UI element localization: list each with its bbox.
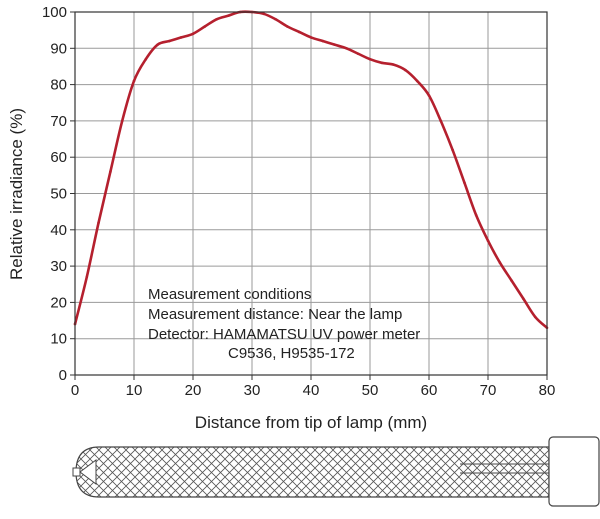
irradiance-data-point xyxy=(286,25,289,28)
irradiance-data-point xyxy=(274,17,277,21)
chart-grid xyxy=(74,11,548,376)
series-layer xyxy=(73,10,549,330)
y-tick-label: 80 xyxy=(50,77,67,94)
lamp-illustration xyxy=(72,436,600,507)
irradiance-data-point xyxy=(380,61,384,65)
irradiance-data-point xyxy=(345,47,348,50)
note-line-3: Detector: HAMAMATSU UV power meter xyxy=(148,326,420,343)
irradiance-data-point xyxy=(227,14,230,17)
x-tick-label: 0 xyxy=(71,382,79,399)
irradiance-data-point xyxy=(392,63,395,66)
irradiance-data-point xyxy=(415,79,419,83)
y-tick-label: 40 xyxy=(50,222,67,239)
irradiance-data-point xyxy=(533,315,537,319)
irradiance-data-point xyxy=(203,25,207,28)
irradiance-data-point xyxy=(427,94,431,97)
y-tick-label: 30 xyxy=(50,258,67,275)
irradiance-data-point xyxy=(109,170,112,174)
irradiance-data-point xyxy=(309,36,313,39)
y-tick-label: 50 xyxy=(50,186,67,203)
y-axis-title: Relative irradiance (%) xyxy=(7,108,26,280)
irradiance-data-point xyxy=(463,181,466,184)
irradiance-data-point xyxy=(321,39,325,43)
x-tick-label: 10 xyxy=(126,382,143,399)
measurement-conditions-note: Measurement conditions Measurement dista… xyxy=(148,286,420,362)
irradiance-data-point xyxy=(215,17,218,21)
irradiance-data-point xyxy=(498,261,502,264)
x-tick-label: 50 xyxy=(362,382,379,399)
irradiance-data-point xyxy=(439,119,443,123)
x-tick-label: 60 xyxy=(421,382,438,399)
lamp-tip-electrode xyxy=(72,459,97,485)
irradiance-data-point xyxy=(510,279,513,282)
y-tick-label: 60 xyxy=(50,149,67,166)
irradiance-data-point xyxy=(262,12,266,16)
irradiance-data-point xyxy=(474,213,478,217)
x-axis-title: Distance from tip of lamp (mm) xyxy=(195,413,427,432)
note-line-4: C9536, H9535-172 xyxy=(228,345,355,362)
irradiance-data-point xyxy=(404,68,407,72)
irradiance-data-point xyxy=(356,52,360,56)
irradiance-data-point xyxy=(297,30,301,34)
tick-labels: 0 10 20 30 40 50 60 70 80 0 10 20 30 40 50 60 70 80 90 100 xyxy=(42,4,555,399)
y-tick-label: 90 xyxy=(50,40,67,57)
note-line-2: Measurement distance: Near the lamp xyxy=(148,306,402,323)
irradiance-data-point xyxy=(132,79,136,83)
lamp-base xyxy=(548,436,600,507)
y-tick-label: 0 xyxy=(59,367,67,384)
y-tick-label: 10 xyxy=(50,331,67,348)
irradiance-data-point xyxy=(451,148,454,152)
irradiance-data-point xyxy=(333,43,336,46)
y-tick-label: 100 xyxy=(42,4,67,21)
y-tick-label: 70 xyxy=(50,113,67,130)
irradiance-data-point xyxy=(97,221,100,224)
irradiance-data-point xyxy=(85,275,89,279)
irradiance-data-point xyxy=(368,57,372,61)
x-tick-label: 40 xyxy=(303,382,320,399)
irradiance-data-point xyxy=(486,239,490,242)
note-line-1: Measurement conditions xyxy=(148,286,311,303)
y-tick-label: 20 xyxy=(50,294,67,311)
irradiance-data-point xyxy=(120,119,124,123)
irradiance-data-point xyxy=(156,43,159,46)
x-tick-label: 70 xyxy=(480,382,497,399)
irradiance-data-point xyxy=(191,32,195,36)
lamp-tube xyxy=(75,446,550,498)
irradiance-data-point xyxy=(522,297,525,301)
x-tick-label: 20 xyxy=(185,382,202,399)
x-tick-label: 30 xyxy=(244,382,261,399)
irradiance-data-point xyxy=(168,39,171,43)
irradiance-data-point xyxy=(144,57,148,61)
irradiance-data-point xyxy=(179,36,183,39)
x-tick-label: 80 xyxy=(539,382,556,399)
